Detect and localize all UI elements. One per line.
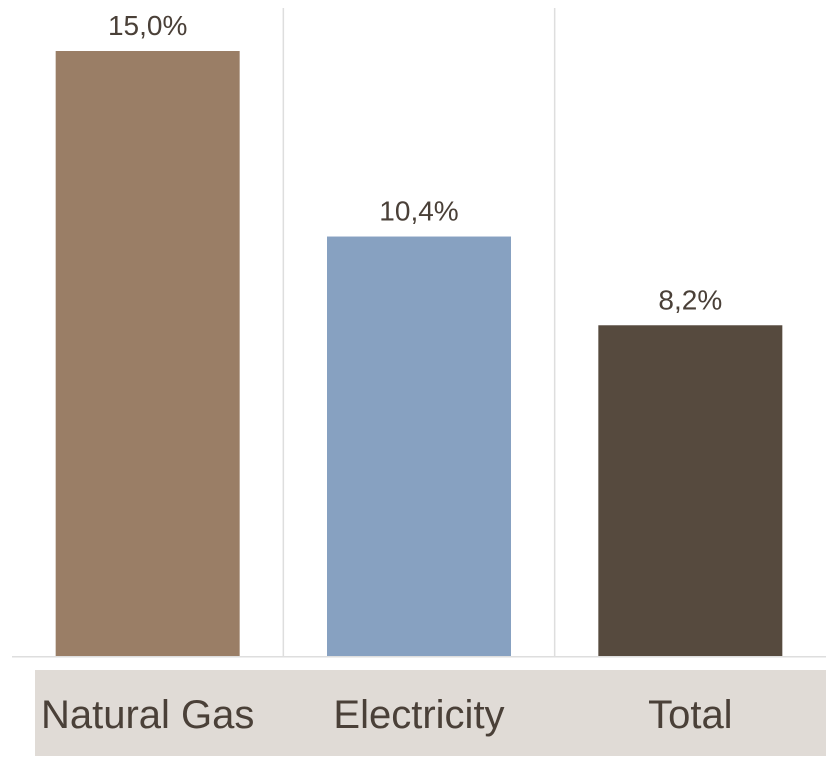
value-label-electricity: 10,4% bbox=[379, 196, 458, 227]
category-label-electricity: Electricity bbox=[333, 693, 504, 737]
grid-layer bbox=[12, 8, 826, 658]
value-label-total: 8,2% bbox=[658, 284, 722, 315]
category-label-total: Total bbox=[648, 693, 733, 737]
bar-natural-gas bbox=[55, 51, 240, 656]
category-band-background bbox=[35, 670, 826, 756]
bar-electricity bbox=[327, 236, 511, 657]
value-label-natural-gas: 15,0% bbox=[108, 10, 187, 41]
category-labels: Natural Gas Electricity Total bbox=[41, 693, 733, 737]
value-labels: 15,0% 10,4% 8,2% bbox=[108, 10, 722, 315]
bar-total bbox=[598, 325, 783, 656]
category-band bbox=[35, 670, 826, 756]
bars bbox=[55, 51, 783, 657]
category-label-natural-gas: Natural Gas bbox=[41, 693, 254, 737]
